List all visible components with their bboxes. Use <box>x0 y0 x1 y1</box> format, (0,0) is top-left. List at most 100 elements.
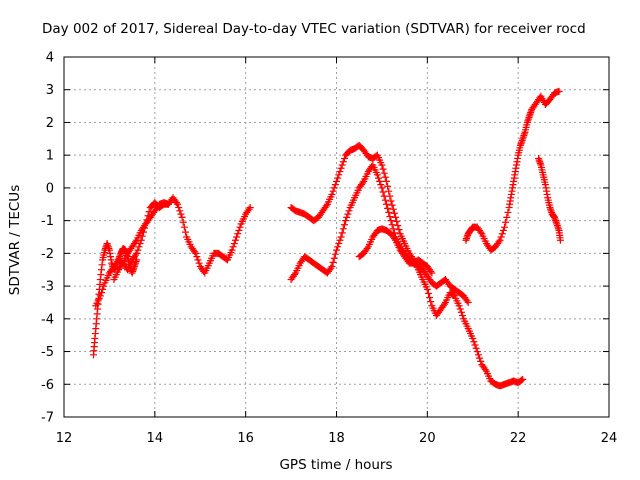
data-point <box>339 225 347 233</box>
data-point <box>385 208 393 216</box>
data-point <box>379 188 387 196</box>
data-point <box>132 238 140 246</box>
data-point <box>193 253 201 261</box>
data-point <box>334 174 342 182</box>
data-point <box>235 226 243 234</box>
data-point <box>386 213 394 221</box>
data-point <box>471 341 479 349</box>
y-tick-label: -3 <box>41 280 54 295</box>
data-point <box>363 244 371 252</box>
data-point <box>337 233 345 241</box>
data-point <box>172 199 180 207</box>
y-tick-label: -2 <box>41 247 54 262</box>
data-point <box>333 246 340 254</box>
data-point <box>359 179 367 187</box>
series-track-b <box>92 194 254 310</box>
data-point <box>378 184 386 192</box>
data-point <box>192 249 200 257</box>
data-point <box>328 262 336 270</box>
data-point <box>231 236 239 244</box>
data-point <box>395 226 403 234</box>
data-point <box>336 168 344 176</box>
series-track-h <box>535 154 564 244</box>
data-point <box>246 204 254 212</box>
data-point <box>497 233 505 241</box>
data-point <box>345 207 353 215</box>
x-tick-label: 22 <box>510 431 527 446</box>
data-point <box>392 213 400 221</box>
data-point <box>394 222 402 230</box>
data-point <box>339 158 347 166</box>
data-point <box>229 243 237 251</box>
data-point <box>132 251 140 259</box>
data-point <box>340 221 348 229</box>
data-point <box>556 236 564 244</box>
grid <box>64 57 609 417</box>
data-point <box>385 187 393 195</box>
y-tick-label: 3 <box>46 83 54 98</box>
data-point <box>139 228 147 236</box>
data-point <box>331 181 339 189</box>
data-point <box>97 289 105 297</box>
data-point <box>334 243 342 251</box>
data-point <box>378 161 386 169</box>
data-point <box>375 174 383 182</box>
data-point <box>495 238 503 246</box>
data-point <box>236 223 244 231</box>
data-point <box>180 223 188 231</box>
series-track-d <box>287 141 527 390</box>
data-point <box>499 226 507 234</box>
series-track-f <box>355 225 436 277</box>
data-point <box>503 213 511 221</box>
data-point <box>330 184 338 192</box>
y-tick-label: 0 <box>46 181 54 196</box>
data-point <box>191 248 199 256</box>
data-point <box>327 264 335 272</box>
data-point <box>330 254 338 262</box>
data-point <box>427 267 435 275</box>
y-tick-label: 4 <box>46 51 54 66</box>
y-tick-label: -4 <box>41 312 54 327</box>
data-point <box>519 375 527 383</box>
y-tick-label: -1 <box>41 214 54 229</box>
data-point <box>137 236 145 244</box>
data-point <box>389 205 397 213</box>
data-point <box>455 302 463 310</box>
data-point <box>328 190 336 198</box>
chart-title: Day 002 of 2017, Sidereal Day-to-day VTE… <box>42 21 586 37</box>
x-tick-label: 18 <box>328 431 345 446</box>
data-point <box>388 201 396 209</box>
data-point <box>496 236 504 244</box>
data-point <box>340 154 348 162</box>
data-point <box>333 177 340 185</box>
series-track-e <box>287 161 472 306</box>
data-point <box>376 177 384 185</box>
data-point <box>177 210 185 218</box>
data-point <box>144 212 152 220</box>
series-track-g <box>462 87 563 254</box>
y-tick-label: 2 <box>46 116 54 131</box>
data-point <box>472 344 480 352</box>
data-point <box>426 294 434 302</box>
data-point <box>230 240 238 248</box>
data-point <box>135 243 143 251</box>
data-point <box>164 200 172 208</box>
data-point <box>344 210 352 218</box>
data-point <box>195 259 203 267</box>
plot-frame <box>63 56 610 418</box>
data-point <box>423 285 431 293</box>
data-point <box>381 173 389 181</box>
data-point <box>136 240 144 248</box>
data-point <box>181 228 189 236</box>
data-points <box>90 87 564 390</box>
data-point <box>342 217 350 225</box>
data-point <box>469 334 477 342</box>
data-point <box>440 300 448 308</box>
data-point <box>504 208 512 216</box>
data-point <box>179 218 187 226</box>
data-point <box>382 177 390 185</box>
data-point <box>338 229 346 237</box>
data-point <box>477 357 485 365</box>
data-point <box>290 271 298 279</box>
